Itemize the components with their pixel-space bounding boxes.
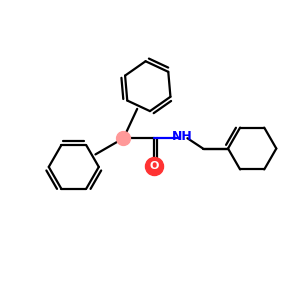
Text: O: O — [150, 161, 159, 171]
Text: NH: NH — [172, 130, 193, 143]
